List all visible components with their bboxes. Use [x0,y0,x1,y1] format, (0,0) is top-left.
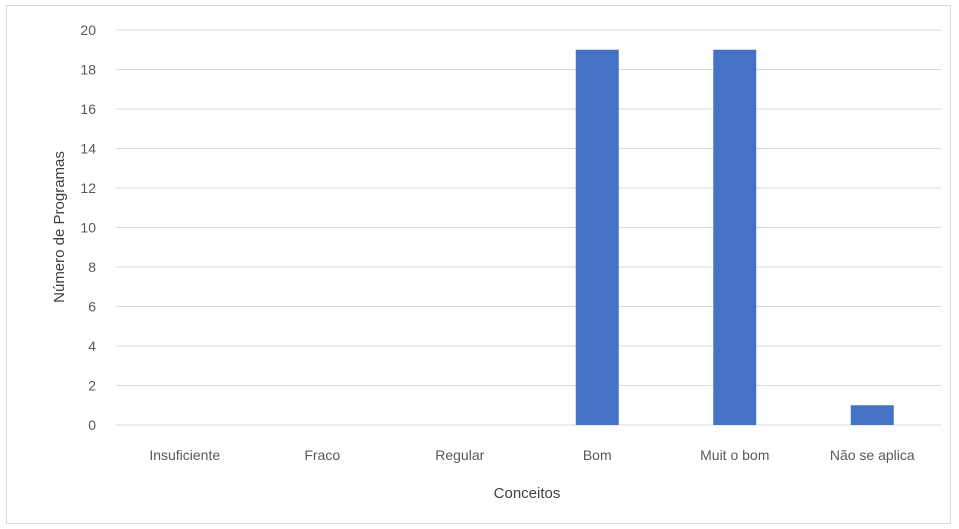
x-tick-label: Insuficiente [149,447,220,463]
x-tick-label: Não se aplica [830,447,915,463]
y-axis-ticks: 0 2 4 6 8 10 12 14 16 18 20 [80,22,96,433]
gridlines [116,29,941,426]
y-tick-label: 2 [88,378,96,394]
y-tick-label: 12 [80,180,96,196]
x-tick-label: Fraco [304,447,340,463]
x-tick-label: Regular [435,447,484,463]
x-tick-label: Muit o bom [700,447,769,463]
y-axis-title: Número de Programas [51,151,68,303]
x-axis-title: Conceitos [494,485,561,502]
bar [713,49,757,425]
y-tick-label: 6 [88,299,96,315]
y-tick-label: 18 [80,62,96,78]
chart-frame [6,5,951,524]
y-tick-label: 20 [80,22,96,38]
y-tick-label: 14 [80,141,96,157]
y-tick-label: 16 [80,101,96,117]
y-tick-label: 4 [88,338,96,354]
bar [575,49,619,425]
bars [575,49,894,425]
x-tick-label: Bom [583,447,612,463]
y-tick-label: 8 [88,259,96,275]
y-tick-label: 10 [80,220,96,236]
bar [850,405,894,425]
x-axis-ticks: Insuficiente Fraco Regular Bom Muit o bom Não… [149,447,915,463]
y-tick-label: 0 [88,417,96,433]
